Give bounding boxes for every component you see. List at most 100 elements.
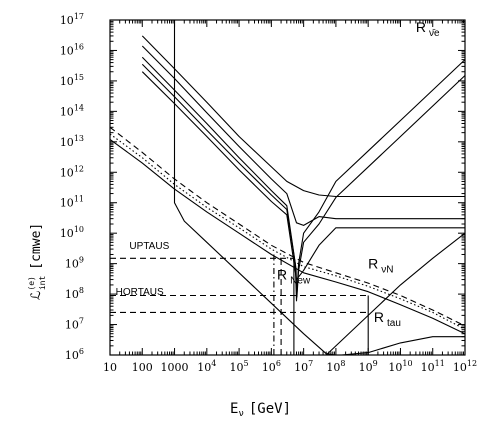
annotation-uptaus: UPTAUS bbox=[129, 241, 169, 252]
x-tick-label: 107 bbox=[294, 359, 313, 374]
x-tick-label: 1011 bbox=[421, 359, 445, 374]
y-tick-label-exponent: 15 bbox=[74, 73, 84, 82]
y-axis-label-unit: [cmwe] bbox=[29, 223, 44, 270]
x-tick-label: 105 bbox=[230, 359, 249, 374]
series-line-4 bbox=[141, 63, 466, 298]
annotation-text: UPTAUS bbox=[129, 241, 169, 252]
series-line-11 bbox=[341, 336, 465, 356]
series-line-9 bbox=[173, 20, 336, 356]
x-tick-label-exponent: 12 bbox=[467, 359, 477, 368]
y-tick-label: 1011 bbox=[60, 195, 84, 210]
y-tick-label-exponent: 17 bbox=[74, 12, 84, 21]
series-line-10 bbox=[325, 232, 466, 356]
y-tick-label-base: 10 bbox=[60, 14, 74, 27]
y-tick-label: 1010 bbox=[60, 225, 84, 240]
y-tick-label-exponent: 16 bbox=[74, 42, 84, 51]
y-tick-label: 108 bbox=[65, 286, 84, 301]
x-tick-label: 106 bbox=[262, 359, 281, 374]
y-tick-label: 1016 bbox=[60, 42, 84, 57]
x-tick-label-exponent: 9 bbox=[373, 359, 378, 368]
y-tick-label-exponent: 10 bbox=[74, 225, 84, 234]
x-tick-label-base: 10 bbox=[359, 361, 373, 374]
x-tick-label-exponent: 6 bbox=[276, 359, 281, 368]
x-tick-label: 104 bbox=[197, 359, 216, 374]
series-line-2 bbox=[141, 45, 465, 226]
y-axis-label: ℒ(e) int [cmwe] bbox=[27, 223, 47, 300]
annotation-text: R bbox=[368, 255, 378, 271]
y-axis-label-sub: int bbox=[38, 276, 47, 291]
y-tick-label: 1017 bbox=[60, 12, 84, 27]
x-tick-label: 109 bbox=[359, 359, 378, 374]
axis-ticks bbox=[109, 20, 465, 356]
y-tick-label-base: 10 bbox=[65, 288, 79, 301]
annotation-text: R bbox=[374, 309, 384, 325]
x-tick-label-base: 10 bbox=[294, 361, 308, 374]
x-tick-label-base: 10 bbox=[197, 361, 211, 374]
y-tick-label-exponent: 9 bbox=[79, 256, 84, 265]
x-tick-label-base: 10 bbox=[262, 361, 276, 374]
x-tick-label: 10 bbox=[103, 361, 117, 374]
x-tick-label: 1010 bbox=[388, 359, 412, 374]
y-tick-label-exponent: 6 bbox=[79, 347, 84, 356]
x-tick-label-exponent: 5 bbox=[244, 359, 249, 368]
x-tick-label: 1012 bbox=[453, 359, 477, 374]
x-tick-label-base: 10 bbox=[388, 361, 402, 374]
x-tick-label: 100 bbox=[132, 361, 153, 374]
x-axis-label-main: E bbox=[230, 401, 238, 417]
y-tick-label-base: 10 bbox=[60, 136, 74, 149]
x-axis-label-sub: ν bbox=[238, 409, 243, 419]
y-tick-label-exponent: 12 bbox=[74, 164, 84, 173]
x-tick-label-base: 10 bbox=[230, 361, 244, 374]
annotation-text: R bbox=[416, 19, 426, 35]
x-tick-label-base: 1000 bbox=[161, 361, 189, 374]
y-tick-label-exponent: 11 bbox=[74, 195, 84, 204]
x-axis-label: Eν [GeV] bbox=[230, 401, 291, 419]
series-line-3 bbox=[141, 56, 466, 302]
y-tick-label-exponent: 14 bbox=[74, 103, 84, 112]
y-tick-label: 1013 bbox=[60, 134, 84, 149]
series-line-8 bbox=[109, 138, 466, 335]
y-axis-label-sup: (e) bbox=[27, 276, 36, 290]
annotation-hortaus: HORTAUS bbox=[116, 287, 164, 298]
x-tick-label-base: 10 bbox=[421, 361, 435, 374]
annotation-subscript: ν̄e bbox=[429, 28, 440, 39]
y-tick-label: 1015 bbox=[60, 73, 84, 88]
y-tick-label-exponent: 13 bbox=[74, 134, 84, 143]
y-axis-label-main: ℒ bbox=[29, 291, 44, 300]
y-tick-label: 1014 bbox=[60, 103, 84, 118]
series-line-7 bbox=[109, 133, 466, 330]
y-tick-label-base: 10 bbox=[60, 44, 74, 57]
series-line-6 bbox=[109, 126, 466, 327]
series-line-1 bbox=[141, 35, 465, 198]
y-tick-label-base: 10 bbox=[60, 105, 74, 118]
y-tick-label: 107 bbox=[65, 317, 84, 332]
annotation-text: R bbox=[277, 267, 287, 283]
y-tick-labels: 1061071081091010101110121013101410151016… bbox=[60, 12, 84, 362]
y-tick-label-base: 10 bbox=[65, 258, 79, 271]
x-tick-label-exponent: 8 bbox=[340, 359, 345, 368]
y-tick-label-base: 10 bbox=[60, 227, 74, 240]
y-tick-label-base: 10 bbox=[60, 75, 74, 88]
plot-frame bbox=[109, 19, 466, 356]
annotation-subscript: νN bbox=[381, 264, 393, 275]
y-tick-label-base: 10 bbox=[60, 197, 74, 210]
y-tick-label: 1012 bbox=[60, 164, 84, 179]
x-tick-label-exponent: 10 bbox=[402, 359, 412, 368]
annotation-subscript: tau bbox=[387, 318, 401, 329]
y-tick-label-base: 10 bbox=[65, 349, 79, 362]
annotation-subscript: New bbox=[290, 276, 311, 287]
x-tick-label-base: 10 bbox=[103, 361, 117, 374]
x-tick-labels: 10 100 1000 104 105 106 107 108 109 1010 1011 1012 bbox=[103, 359, 477, 374]
x-tick-label: 1000 bbox=[161, 361, 189, 374]
x-tick-label-exponent: 11 bbox=[435, 359, 445, 368]
x-tick-label-base: 10 bbox=[326, 361, 340, 374]
x-tick-label: 108 bbox=[326, 359, 345, 374]
y-tick-label-base: 10 bbox=[65, 319, 79, 332]
x-axis-label-unit: [GeV] bbox=[249, 401, 291, 417]
x-tick-label-base: 100 bbox=[132, 361, 153, 374]
annotation-R-New: R New bbox=[277, 267, 311, 287]
